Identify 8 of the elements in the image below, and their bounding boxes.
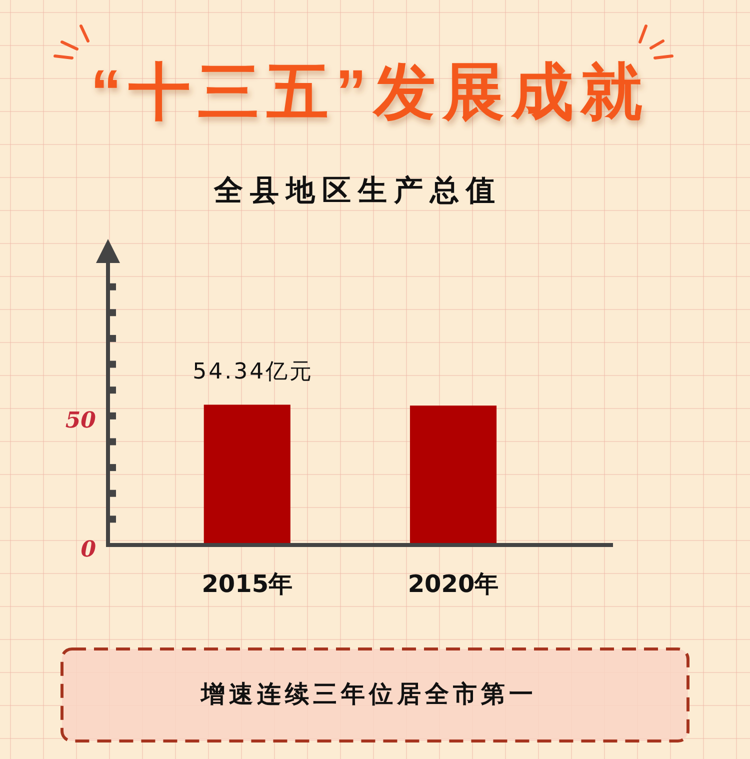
text: 增速连续三年位居全市第一 — [200, 679, 537, 708]
x-tick-label: 2020年 — [408, 570, 499, 598]
chart-title: “十三五”发展成就 — [90, 58, 650, 127]
data-label: 54.34亿元 — [192, 360, 314, 385]
x-tick-label: 2015年 — [202, 570, 293, 598]
chart-subtitle: 全县地区生产总值 — [213, 173, 502, 207]
y-tick-label: 0 — [80, 536, 97, 563]
y-tick-label: 50 — [65, 408, 97, 434]
